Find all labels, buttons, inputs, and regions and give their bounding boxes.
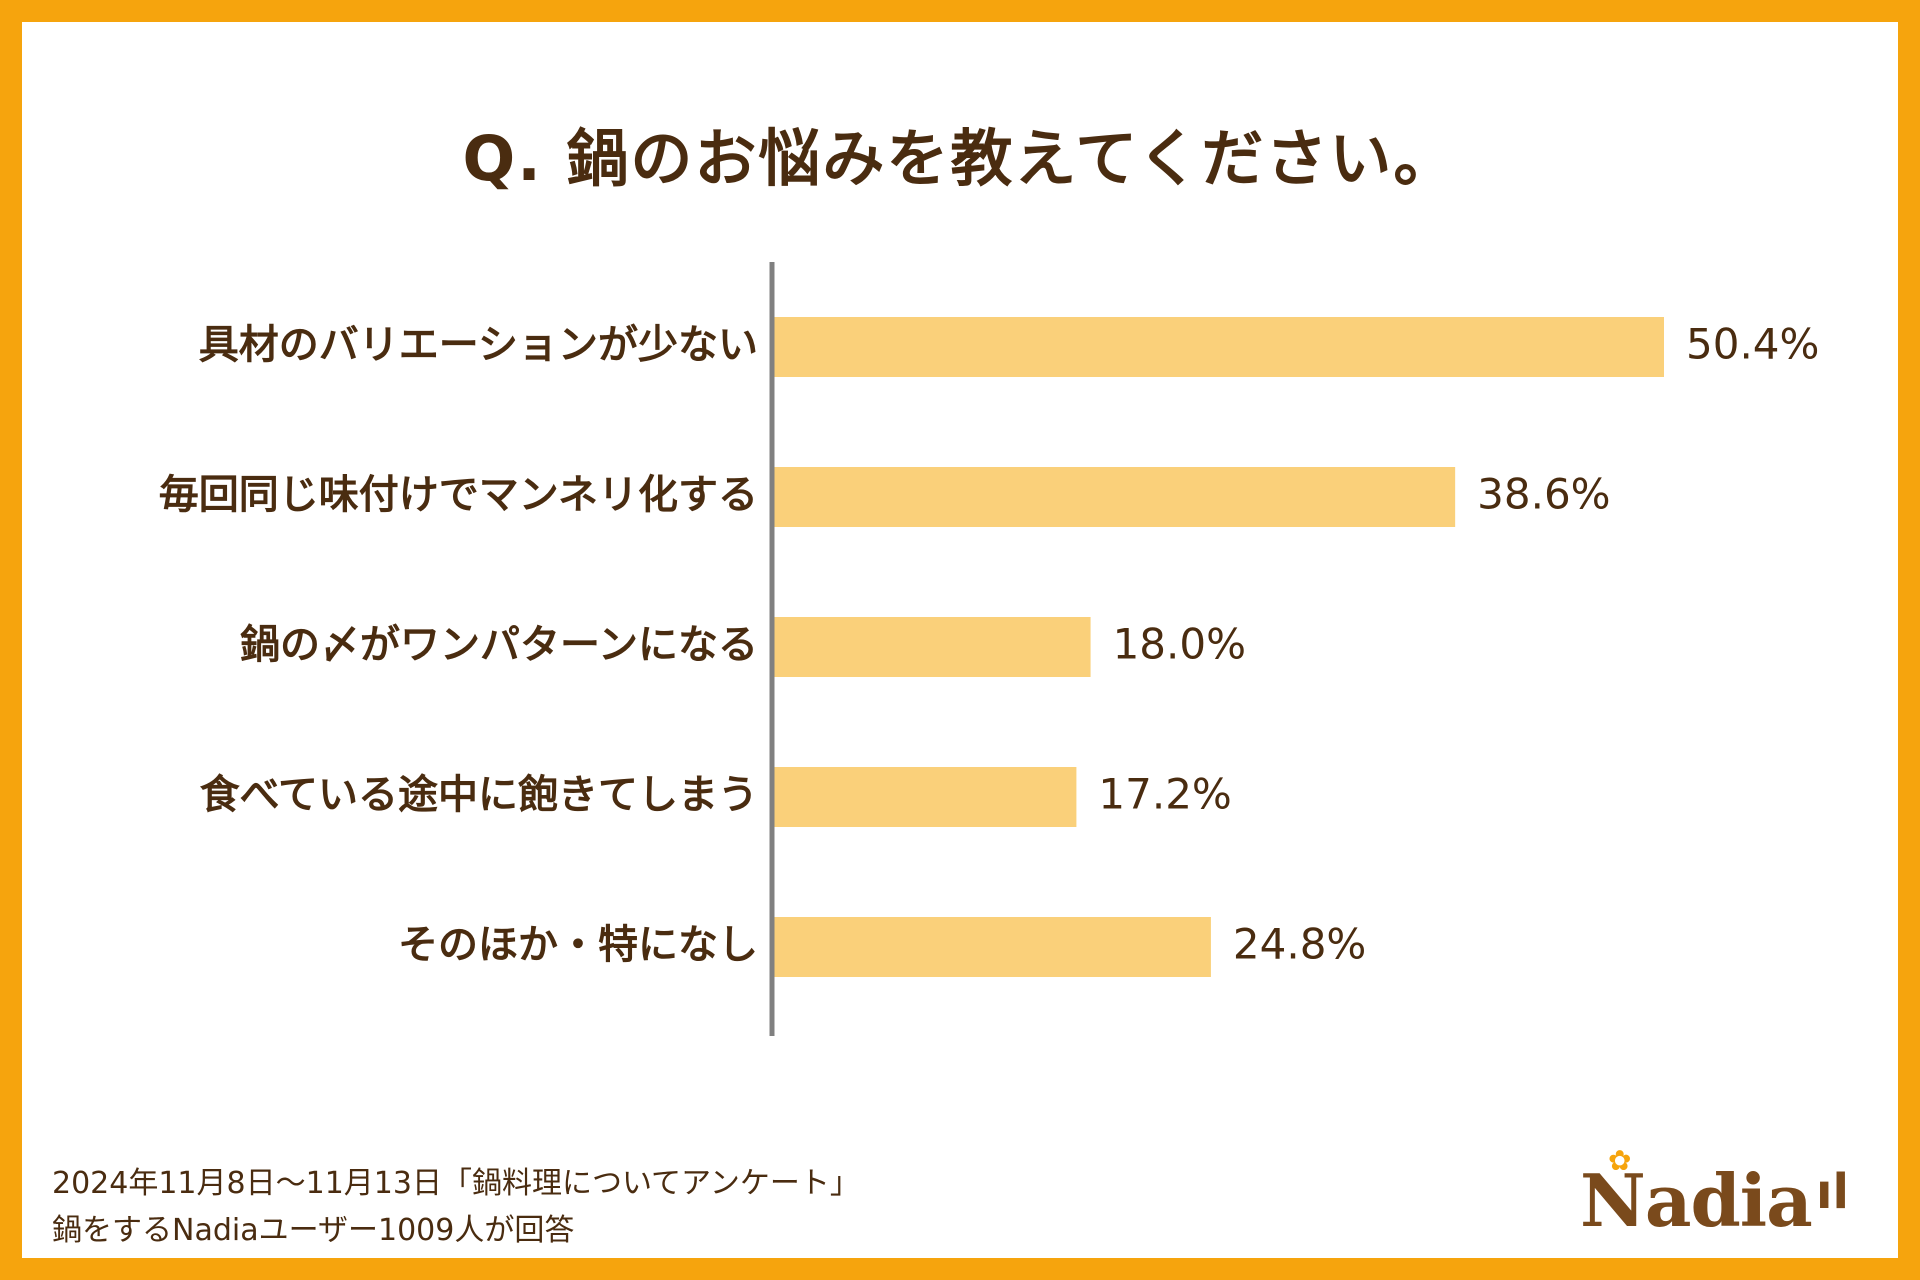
bar-1 xyxy=(772,317,1664,377)
nadia-logo: ✿ Nadia ıl xyxy=(1580,1144,1860,1243)
value-label-4: 17.2% xyxy=(1098,770,1231,819)
survey-period: 2024年11月8日〜11月13日「鍋料理についてアンケート」 xyxy=(52,1166,860,1201)
value-label-5: 24.8% xyxy=(1233,920,1366,969)
category-label-4: 食べている途中に飽きてしまう xyxy=(200,772,758,818)
chart-title: Q. 鍋のお悩みを教えてください。 xyxy=(462,122,1458,195)
bar-4 xyxy=(772,767,1077,827)
bar-5 xyxy=(772,917,1211,977)
category-label-3: 鍋の〆がワンパターンになる xyxy=(240,622,758,668)
category-label-5: そのほか・特になし xyxy=(398,922,758,968)
value-label-3: 18.0% xyxy=(1113,620,1246,669)
survey-note: 2024年11月8日〜11月13日「鍋料理についてアンケート」 鍋をするNadi… xyxy=(52,1160,860,1254)
fork-knife-icon: ıl xyxy=(1816,1164,1849,1220)
value-label-1: 50.4% xyxy=(1686,320,1819,369)
bar-3 xyxy=(772,617,1091,677)
value-label-2: 38.6% xyxy=(1477,470,1610,519)
bar-2 xyxy=(772,467,1456,527)
category-label-1: 具材のバリエーションが少ない xyxy=(199,322,758,368)
flower-icon: ✿ xyxy=(1608,1144,1632,1177)
logo-wordmark: Nadia xyxy=(1580,1158,1813,1243)
category-label-2: 毎回同じ味付けでマンネリ化する xyxy=(159,472,758,518)
survey-respondents: 鍋をするNadiaユーザー1009人が回答 xyxy=(52,1213,575,1248)
